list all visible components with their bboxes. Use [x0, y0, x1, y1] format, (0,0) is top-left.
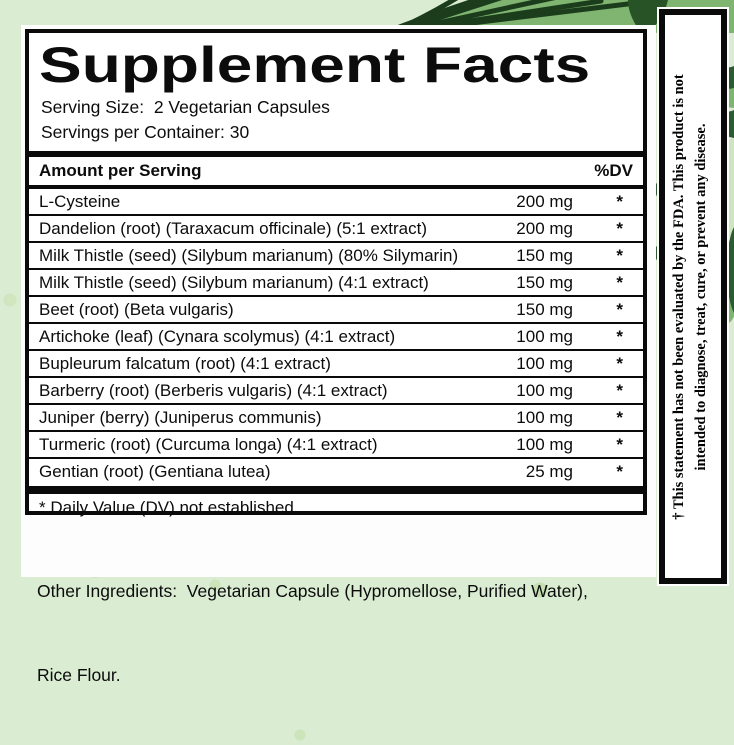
table-row: Milk Thistle (seed) (Silybum marianum) (… — [29, 268, 643, 295]
ingredient-amount: 150 mg — [516, 272, 573, 292]
ingredient-dv: * — [616, 272, 623, 292]
table-header-row: Amount per Serving %DV — [29, 157, 643, 185]
servings-per-container: Servings per Container: 30 — [41, 122, 250, 142]
ingredient-dv: * — [616, 407, 623, 427]
header-amount-per-serving: Amount per Serving — [39, 161, 202, 180]
ingredient-amount: 25 mg — [525, 461, 573, 481]
ingredient-amount: 100 mg — [516, 353, 573, 373]
ingredient-dv: * — [616, 299, 623, 319]
ingredient-name: Barberry (root) (Berberis vulgaris) (4:1… — [39, 380, 388, 400]
ingredient-dv: * — [616, 218, 623, 238]
ingredient-amount: 100 mg — [516, 380, 573, 400]
fda-disclaimer-line2: intended to diagnose, treat, cure, or pr… — [693, 123, 710, 470]
ingredient-name: Juniper (berry) (Juniperus communis) — [39, 407, 322, 427]
ingredient-amount: 200 mg — [516, 191, 573, 211]
ingredient-name: Turmeric (root) (Curcuma longa) (4:1 ext… — [39, 434, 378, 454]
ingredient-amount: 200 mg — [516, 218, 573, 238]
fda-disclaimer-sidebar: † This statement has not been evaluated … — [659, 9, 727, 584]
serving-size: Serving Size: 2 Vegetarian Capsules — [41, 97, 330, 117]
table-row: Gentian (root) (Gentiana lutea) 25 mg * — [29, 457, 643, 484]
supplement-label-page: { "colors": { "page_background": "#daecd… — [0, 0, 734, 685]
ingredient-name: Artichoke (leaf) (Cynara scolymus) (4:1 … — [39, 326, 396, 346]
ingredient-amount: 150 mg — [516, 245, 573, 265]
header-divider — [29, 185, 643, 189]
ingredient-dv: * — [616, 434, 623, 454]
table-row: Beet (root) (Beta vulgaris) 150 mg * — [29, 295, 643, 322]
ingredient-dv: * — [616, 245, 623, 265]
ingredient-amount: 150 mg — [516, 299, 573, 319]
fda-disclaimer-line1: † This statement has not been evaluated … — [671, 73, 687, 520]
ingredient-dv: * — [616, 191, 623, 211]
ingredient-amount: 100 mg — [516, 326, 573, 346]
supplement-facts-title-text: Supplement Facts — [39, 37, 591, 93]
table-row: Bupleurum falcatum (root) (4:1 extract) … — [29, 349, 643, 376]
table-row: L-Cysteine 200 mg * — [29, 189, 643, 214]
ingredient-name: Beet (root) (Beta vulgaris) — [39, 299, 234, 319]
ingredient-amount: 100 mg — [516, 407, 573, 427]
fda-disclaimer-text: † This statement has not been evaluated … — [668, 19, 718, 575]
table-row: Turmeric (root) (Curcuma longa) (4:1 ext… — [29, 430, 643, 457]
ingredient-name: L-Cysteine — [39, 191, 121, 211]
thick-divider-top — [29, 151, 643, 157]
ingredient-name: Milk Thistle (seed) (Silybum marianum) (… — [39, 245, 459, 265]
header-percent-dv: %DV — [594, 161, 633, 180]
table-row: Artichoke (leaf) (Cynara scolymus) (4:1 … — [29, 322, 643, 349]
other-ingredients-line2: Rice Flour. — [37, 665, 121, 685]
daily-value-footnote: * Daily Value (DV) not established — [39, 498, 294, 517]
ingredient-name: Milk Thistle (seed) (Silybum marianum) (… — [39, 272, 429, 292]
right-leaf-lower-dark — [727, 227, 734, 313]
table-row: Milk Thistle (seed) (Silybum marianum) (… — [29, 241, 643, 268]
ingredient-name: Gentian (root) (Gentiana lutea) — [39, 461, 271, 481]
ingredient-name: Bupleurum falcatum (root) (4:1 extract) — [39, 353, 331, 373]
supplement-facts-title: Supplement Facts — [39, 37, 643, 93]
table-row: Dandelion (root) (Taraxacum officinale) … — [29, 214, 643, 241]
other-ingredients: Other Ingredients: Vegetarian Capsule (H… — [37, 521, 642, 745]
ingredient-dv: * — [616, 326, 623, 346]
table-row: Barberry (root) (Berberis vulgaris) (4:1… — [29, 376, 643, 403]
ingredient-dv: * — [616, 353, 623, 373]
label-panel: Supplement Facts Serving Size: 2 Vegetar… — [21, 25, 656, 685]
ingredient-dv: * — [616, 380, 623, 400]
ingredient-name: Dandelion (root) (Taraxacum officinale) … — [39, 218, 428, 238]
ingredient-dv: * — [616, 461, 623, 481]
ingredient-amount: 100 mg — [516, 434, 573, 454]
thick-divider-bottom — [29, 486, 643, 494]
supplement-facts-box: Supplement Facts Serving Size: 2 Vegetar… — [25, 29, 647, 517]
table-row: Juniper (berry) (Juniperus communis) 100… — [29, 403, 643, 430]
other-ingredients-line1: Other Ingredients: Vegetarian Capsule (H… — [37, 581, 588, 601]
